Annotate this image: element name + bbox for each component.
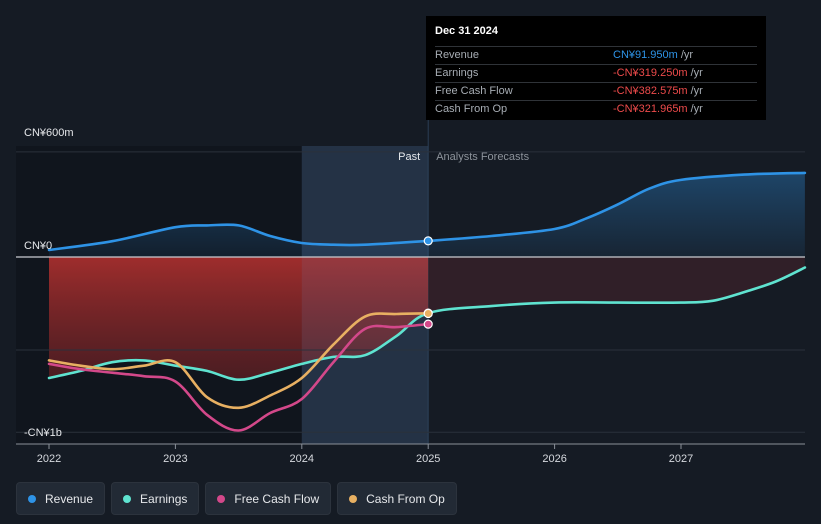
revenue-dot-icon xyxy=(28,494,36,503)
free-cash-flow-marker xyxy=(423,319,433,329)
cash-from-op-line xyxy=(47,312,430,410)
x-tick-label: 2026 xyxy=(542,453,566,465)
free-cash-flow-dot-icon xyxy=(217,494,226,503)
highlight-overlay xyxy=(301,146,429,444)
earnings-line xyxy=(47,266,807,382)
revenue-line xyxy=(47,171,807,252)
tooltip-date: Dec 31 2024 xyxy=(435,25,498,37)
legend-label: Earnings xyxy=(140,491,188,506)
revenue-marker xyxy=(423,236,433,246)
legend-item-cash-from-op[interactable]: Cash From Op xyxy=(337,482,457,515)
tooltip-row-free-cash-flow: Free Cash Flow -CN¥382.575m /yr xyxy=(435,82,757,100)
chart-grid-layer xyxy=(16,151,805,445)
legend-label: Revenue xyxy=(45,491,94,506)
tooltip-row-value: -CN¥382.575m xyxy=(613,85,688,97)
legend-item-earnings[interactable]: Earnings xyxy=(111,482,200,515)
y-axis-label: CN¥600m xyxy=(24,127,74,139)
tooltip-row-unit: /yr xyxy=(690,67,703,79)
x-tick-label: 2027 xyxy=(669,453,693,465)
y-axis-label: CN¥0 xyxy=(24,240,52,252)
tooltip-row-unit: /yr xyxy=(680,49,694,61)
tooltip-row-value: -CN¥319.250m xyxy=(613,67,688,79)
tooltip-row-unit: /yr xyxy=(690,85,703,97)
x-tick-label: 2025 xyxy=(416,453,440,465)
chart-text-layer: CN¥600m CN¥0 -CN¥1b 2022 2023 2024 2025 2026 202… xyxy=(24,127,693,465)
hover-tooltip: Dec 31 2024 Revenue CN¥91.950m /yr Earni… xyxy=(426,16,766,120)
x-tick-label: 2022 xyxy=(37,453,61,465)
chart-area: CN¥600m CN¥0 -CN¥1b 2022 2023 2024 2025 2026 202… xyxy=(16,120,807,465)
tooltip-row-label: Free Cash Flow xyxy=(435,85,513,97)
chart-lines-layer xyxy=(47,171,807,432)
free-cash-flow-line xyxy=(47,322,430,432)
tooltip-row-label: Earnings xyxy=(435,67,479,79)
earnings-area-fill-forecast xyxy=(428,257,805,314)
chart-legend: Revenue Earnings Free Cash Flow Cash Fro… xyxy=(16,482,457,515)
earnings-dot-icon xyxy=(123,494,132,503)
tooltip-row-unit: /yr xyxy=(690,103,703,115)
cash-from-op-dot-icon xyxy=(349,494,358,503)
legend-label: Cash From Op xyxy=(366,491,445,506)
tooltip-row-label: Cash From Op xyxy=(435,103,508,115)
chart-markers-layer xyxy=(423,236,433,329)
tooltip-row-revenue: Revenue CN¥91.950m /yr xyxy=(435,46,757,64)
legend-item-free-cash-flow[interactable]: Free Cash Flow xyxy=(205,482,332,515)
forecast-region-label: Analysts Forecasts xyxy=(436,151,529,163)
tooltip-row-value: -CN¥321.965m xyxy=(613,103,688,115)
y-axis-label: -CN¥1b xyxy=(24,427,62,439)
legend-item-revenue[interactable]: Revenue xyxy=(16,482,106,515)
legend-label: Free Cash Flow xyxy=(234,491,320,506)
tooltip-row-label: Revenue xyxy=(435,49,480,61)
tooltip-row-earnings: Earnings -CN¥319.250m /yr xyxy=(435,64,757,82)
earnings-area-fill-past xyxy=(49,257,429,380)
chart-fill-layer xyxy=(49,146,805,444)
tooltip-row-cash-from-op: Cash From Op -CN¥321.965m /yr xyxy=(435,100,757,118)
x-tick-label: 2024 xyxy=(290,453,314,465)
revenue-area-fill xyxy=(49,172,805,257)
tooltip-row-value: CN¥91.950m xyxy=(613,49,678,61)
cash-from-op-marker xyxy=(423,308,433,319)
x-tick-label: 2023 xyxy=(163,453,187,465)
past-region-label: Past xyxy=(398,151,420,163)
